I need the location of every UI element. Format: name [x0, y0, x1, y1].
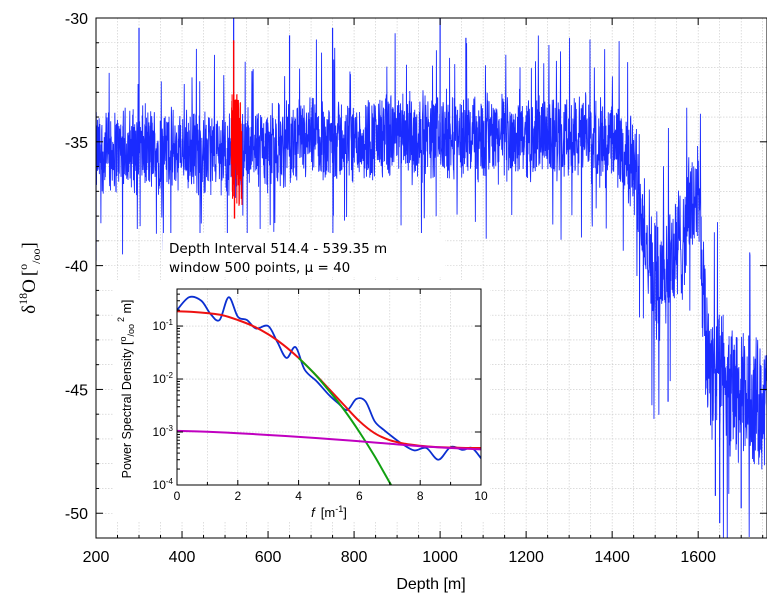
annotation-line-1: Depth Interval 514.4 - 539.35 m — [169, 241, 387, 257]
x-axis-label: Depth [m] — [396, 576, 465, 593]
main-y-tick-labels: -30 -35 -40 -45 -50 — [65, 11, 88, 523]
y-tick-label: -30 — [65, 11, 88, 28]
inset-y-tick-labels: 10-1 10-2 10-3 10-4 — [153, 318, 174, 492]
y-tick-label: -40 — [65, 259, 88, 276]
inset-y-axis-label: Power Spectral Density [o/oo2 m] — [116, 300, 136, 479]
main-data-traces — [96, 18, 767, 538]
inset-axis-ticks — [176, 288, 482, 486]
x-tick-label: 800 — [341, 549, 368, 566]
inset-x-tick-label: 4 — [295, 489, 302, 503]
inset-background — [113, 280, 490, 522]
y-tick-label: -35 — [65, 135, 88, 152]
y-tick-label: -45 — [65, 382, 88, 399]
y-tick-label: -50 — [65, 506, 88, 523]
inset-grid — [177, 289, 481, 485]
inset-data-curves — [177, 295, 481, 485]
x-tick-label: 1200 — [508, 549, 544, 566]
inset-x-tick-label: 2 — [234, 489, 241, 503]
inset-y-tick-label: 10-4 — [153, 477, 174, 492]
inset-y-tick-label: 10-2 — [153, 371, 174, 386]
x-tick-label: 600 — [255, 549, 282, 566]
main-x-tick-labels: 200 400 600 800 1000 1200 1400 1600 — [83, 549, 716, 566]
x-tick-label: 1000 — [422, 549, 458, 566]
annotation-box — [163, 233, 445, 277]
main-plot-frame — [95, 17, 767, 539]
x-tick-label: 1600 — [680, 549, 716, 566]
x-tick-label: 200 — [83, 549, 110, 566]
interval-series-line — [230, 94, 243, 206]
inset-x-tick-labels: 0 2 4 6 8 10 — [174, 489, 488, 503]
annotation-line-2: window 500 points, μ = 40 — [169, 260, 350, 276]
x-tick-label: 400 — [169, 549, 196, 566]
signal-component-curve — [297, 357, 393, 485]
y-axis-label: δ18O[o/oo] — [16, 242, 43, 314]
psd-estimate-curve — [177, 295, 481, 461]
inset-x-tick-label: 10 — [474, 489, 488, 503]
noise-component-curve — [177, 429, 481, 451]
depth-series-line — [96, 33, 767, 538]
x-tick-label: 1400 — [594, 549, 630, 566]
main-axis-ticks — [95, 17, 767, 539]
inset-x-tick-label: 0 — [174, 489, 181, 503]
inset-x-tick-label: 8 — [417, 489, 424, 503]
inset-y-tick-label: 10-3 — [153, 424, 174, 439]
inset-y-tick-label: 10-1 — [153, 318, 174, 333]
inset-x-axis-label: f [m-1] — [311, 504, 347, 520]
inset-x-tick-label: 6 — [356, 489, 363, 503]
